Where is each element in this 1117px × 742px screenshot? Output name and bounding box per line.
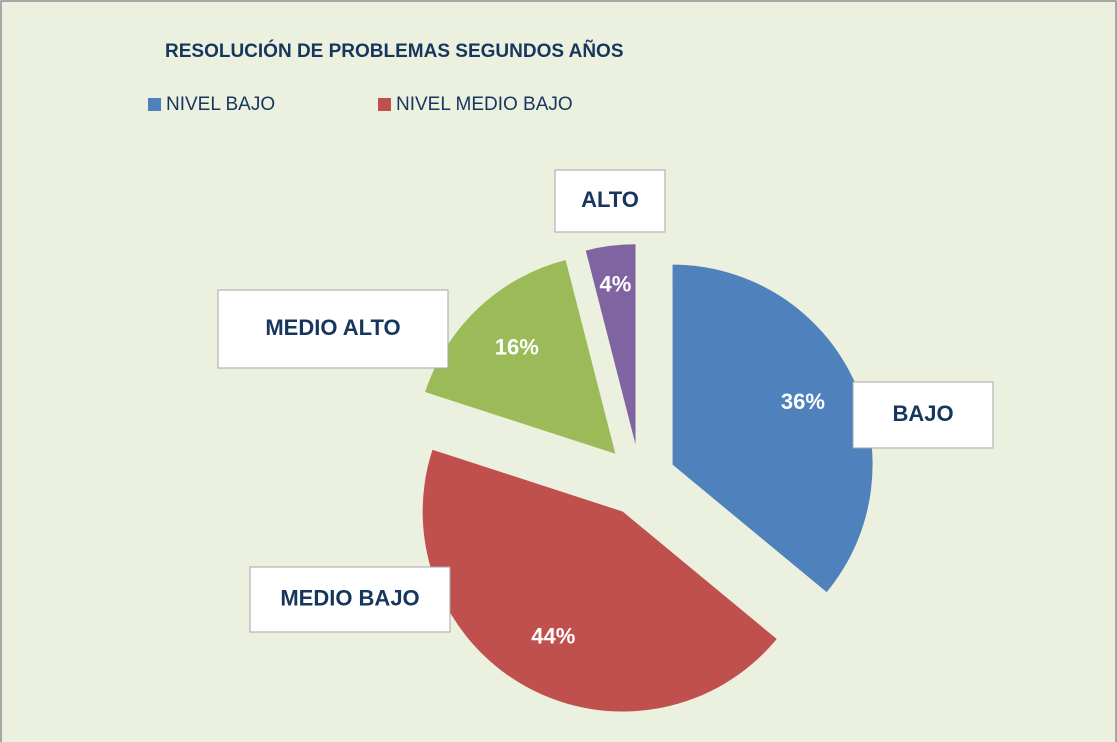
category-box <box>852 381 994 449</box>
category-label: ALTO <box>581 187 639 212</box>
pie-slice <box>585 244 636 445</box>
chart-title: RESOLUCIÓN DE PROBLEMAS SEGUNDOS AÑOS <box>165 40 624 62</box>
legend-swatch <box>378 98 391 111</box>
category-box <box>554 169 666 233</box>
category-label: MEDIO BAJO <box>280 585 419 610</box>
pie-slice <box>422 449 777 712</box>
category-box <box>249 566 451 633</box>
legend-swatch <box>148 98 161 111</box>
value-label: 16% <box>495 335 539 360</box>
category-label: BAJO <box>892 401 953 426</box>
pie: 36% 44% 16% 4% <box>422 244 873 712</box>
legend-label: NIVEL BAJO <box>166 94 275 115</box>
legend-label: NIVEL MEDIO BAJO <box>396 94 573 115</box>
pie-slice <box>672 264 873 593</box>
category-label: MEDIO ALTO <box>265 315 400 340</box>
value-label: 44% <box>531 624 575 649</box>
pie-slice <box>425 260 616 454</box>
value-label: 4% <box>600 271 632 296</box>
category-box <box>217 289 449 369</box>
value-label: 36% <box>781 389 825 414</box>
